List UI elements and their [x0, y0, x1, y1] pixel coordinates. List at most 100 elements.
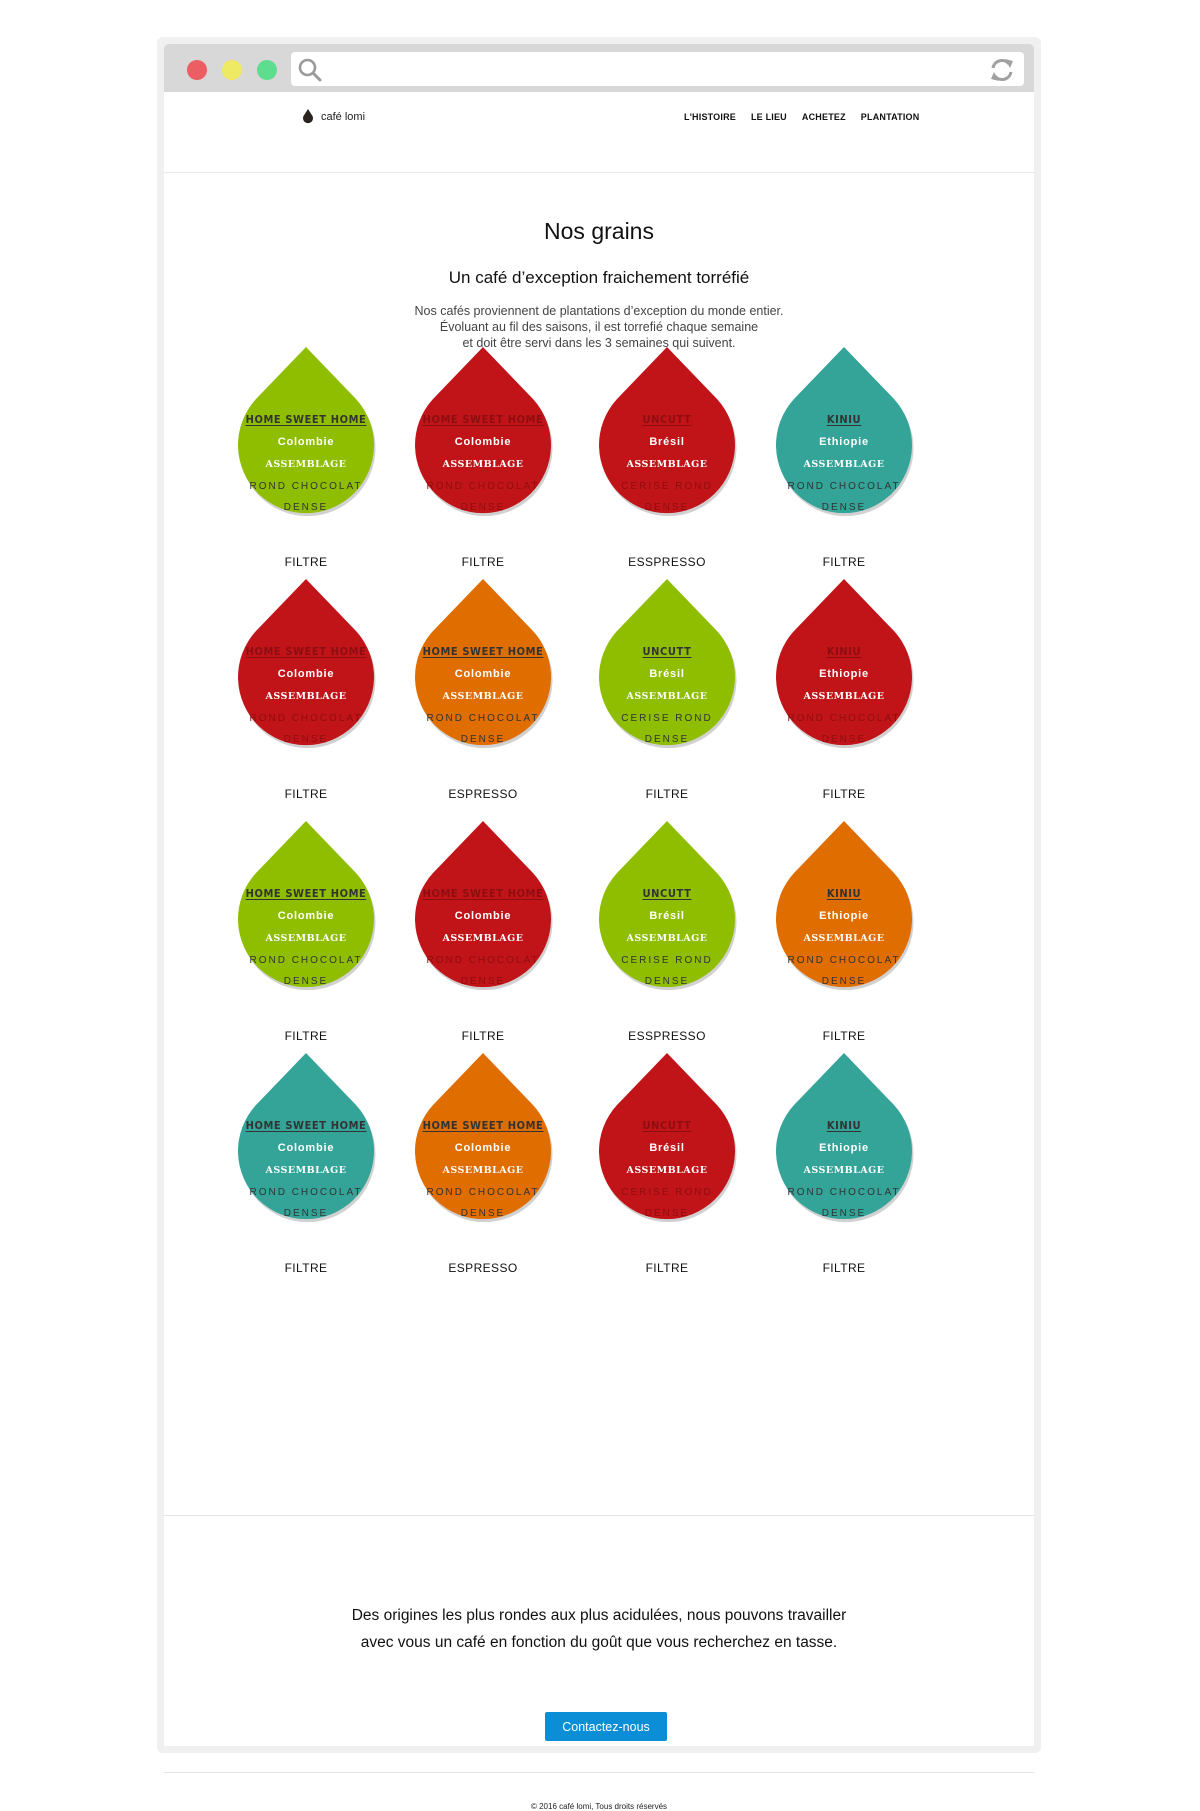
intro-paragraph: Nos cafés proviennent de plantations d’e…	[164, 303, 1034, 351]
coffee-body: DENSE	[821, 976, 867, 987]
coffee-origin: Colombie	[454, 668, 512, 680]
maximize-window-button[interactable]	[257, 60, 277, 80]
coffee-card[interactable]: KINIU Ethiopie ASSEMBLAGE ROND CHOCOLAT DENS…	[759, 347, 929, 577]
coffee-drop-icon	[303, 109, 313, 124]
coffee-notes: ROND CHOCOLAT	[426, 481, 540, 492]
coffee-origin: Colombie	[454, 1142, 512, 1154]
coffee-card[interactable]: KINIU Ethiopie ASSEMBLAGE ROND CHOCOLAT DENS…	[759, 579, 929, 809]
minimize-window-button[interactable]	[222, 60, 242, 80]
coffee-notes: ROND CHOCOLAT	[787, 955, 901, 966]
coffee-method: ESSPRESSO	[628, 1029, 706, 1043]
coffee-card[interactable]: HOME SWEET HOME Colombie ASSEMBLAGE ROND CH…	[221, 821, 391, 1051]
coffee-name: HOME SWEET HOME	[245, 413, 367, 426]
search-icon	[298, 58, 322, 82]
coffee-card[interactable]: HOME SWEET HOME Colombie ASSEMBLAGE ROND CH…	[398, 347, 568, 577]
coffee-card[interactable]: KINIU Ethiopie ASSEMBLAGE ROND CHOCOLAT DENS…	[759, 821, 929, 1051]
coffee-notes: CERISE ROND	[621, 955, 713, 966]
coffee-origin: Brésil	[649, 668, 685, 680]
coffee-method: FILTRE	[284, 1261, 328, 1275]
coffee-body: DENSE	[821, 734, 867, 745]
coffee-method: FILTRE	[822, 555, 866, 569]
close-window-button[interactable]	[187, 60, 207, 80]
reload-icon[interactable]	[988, 56, 1016, 84]
coffee-card[interactable]: KINIU Ethiopie ASSEMBLAGE ROND CHOCOLAT DENS…	[759, 1053, 929, 1283]
coffee-blend: ASSEMBLAGE	[803, 1165, 885, 1176]
coffee-name: UNCUTT	[642, 645, 692, 658]
coffee-drop-shape	[238, 347, 376, 517]
footer-copyright: © 2016 café lomi, Tous droits réservés	[530, 1802, 668, 1811]
coffee-card[interactable]: HOME SWEET HOME Colombie ASSEMBLAGE ROND CH…	[398, 821, 568, 1051]
coffee-body: DENSE	[460, 1208, 506, 1219]
coffee-origin: Colombie	[277, 1142, 335, 1154]
nav-link-histoire[interactable]: L'HISTOIRE	[684, 112, 736, 122]
coffee-card[interactable]: UNCUTT Brésil ASSEMBLAGE CERISE ROND DENSE ES…	[582, 347, 752, 577]
coffee-drop-shape	[776, 579, 914, 749]
coffee-drop-shape	[599, 1053, 737, 1223]
coffee-blend: ASSEMBLAGE	[626, 1165, 708, 1176]
coffee-origin: Ethiopie	[819, 1142, 869, 1154]
coffee-origin: Ethiopie	[819, 436, 869, 448]
logo-text: café lomi	[321, 111, 366, 123]
coffee-notes: ROND CHOCOLAT	[249, 955, 363, 966]
coffee-notes: ROND CHOCOLAT	[249, 713, 363, 724]
coffee-blend: ASSEMBLAGE	[265, 459, 347, 470]
site-header: café lomi L'HISTOIRE LE LIEU ACHETEZ PLA…	[164, 92, 1034, 173]
coffee-drop-shape	[776, 821, 914, 991]
coffee-notes: ROND CHOCOLAT	[787, 481, 901, 492]
coffee-name: HOME SWEET HOME	[422, 645, 544, 658]
coffee-name: HOME SWEET HOME	[422, 887, 544, 900]
nav-link-plantation[interactable]: PLANTATION	[860, 112, 920, 122]
cta-line: Des origines les plus rondes aux plus ac…	[351, 1607, 847, 1624]
coffee-name: UNCUTT	[642, 887, 692, 900]
coffee-drop-shape	[415, 579, 553, 749]
coffee-method: FILTRE	[645, 787, 689, 801]
coffee-blend: ASSEMBLAGE	[626, 459, 708, 470]
coffee-card[interactable]: UNCUTT Brésil ASSEMBLAGE CERISE ROND DENSE ES…	[582, 821, 752, 1051]
coffee-drop-shape	[415, 347, 553, 517]
address-bar[interactable]	[291, 52, 1024, 86]
coffee-method: FILTRE	[822, 787, 866, 801]
nav-link-achetez[interactable]: ACHETEZ	[801, 112, 846, 122]
coffee-body: DENSE	[283, 976, 329, 987]
coffee-grid: HOME SWEET HOME Colombie ASSEMBLAGE ROND CH…	[164, 92, 1034, 1292]
coffee-drop-shape	[599, 821, 737, 991]
coffee-card[interactable]: UNCUTT Brésil ASSEMBLAGE CERISE ROND DENSE FI…	[582, 579, 752, 809]
coffee-name: HOME SWEET HOME	[245, 645, 367, 658]
coffee-name: UNCUTT	[642, 413, 692, 426]
coffee-blend: ASSEMBLAGE	[442, 933, 524, 944]
coffee-blend: ASSEMBLAGE	[803, 933, 885, 944]
coffee-method: FILTRE	[461, 555, 505, 569]
coffee-blend: ASSEMBLAGE	[442, 691, 524, 702]
coffee-card[interactable]: HOME SWEET HOME Colombie ASSEMBLAGE ROND CH…	[221, 579, 391, 809]
browser-window: café lomi L'HISTOIRE LE LIEU ACHETEZ PLA…	[157, 37, 1041, 1811]
coffee-card[interactable]: UNCUTT Brésil ASSEMBLAGE CERISE ROND DENSE FI…	[582, 1053, 752, 1283]
coffee-method: FILTRE	[284, 787, 328, 801]
coffee-origin: Colombie	[454, 436, 512, 448]
coffee-origin: Colombie	[277, 668, 335, 680]
coffee-name: KINIU	[826, 1119, 862, 1132]
coffee-card[interactable]: HOME SWEET HOME Colombie ASSEMBLAGE ROND CH…	[221, 347, 391, 577]
coffee-drop-shape	[415, 821, 553, 991]
coffee-body: DENSE	[821, 1208, 867, 1219]
coffee-body: DENSE	[644, 734, 690, 745]
coffee-drop-shape	[238, 579, 376, 749]
coffee-origin: Colombie	[277, 910, 335, 922]
coffee-body: DENSE	[283, 502, 329, 513]
coffee-card[interactable]: HOME SWEET HOME Colombie ASSEMBLAGE ROND CH…	[398, 1053, 568, 1283]
coffee-method: ESPRESSO	[448, 787, 518, 801]
coffee-origin: Colombie	[277, 436, 335, 448]
site-logo[interactable]: café lomi	[302, 109, 365, 125]
coffee-card[interactable]: HOME SWEET HOME Colombie ASSEMBLAGE ROND CH…	[221, 1053, 391, 1283]
coffee-name: HOME SWEET HOME	[422, 413, 544, 426]
coffee-body: DENSE	[460, 734, 506, 745]
cta-line: avec vous un café en fonction du goût qu…	[360, 1634, 838, 1651]
coffee-body: DENSE	[460, 976, 506, 987]
contact-button[interactable]: Contactez-nous	[545, 1712, 667, 1741]
coffee-card[interactable]: HOME SWEET HOME Colombie ASSEMBLAGE ROND CH…	[398, 579, 568, 809]
coffee-blend: ASSEMBLAGE	[265, 691, 347, 702]
web-page: café lomi L'HISTOIRE LE LIEU ACHETEZ PLA…	[164, 92, 1034, 1811]
nav-link-lieu[interactable]: LE LIEU	[750, 112, 787, 122]
coffee-blend: ASSEMBLAGE	[626, 691, 708, 702]
coffee-body: DENSE	[644, 976, 690, 987]
coffee-method: FILTRE	[284, 1029, 328, 1043]
